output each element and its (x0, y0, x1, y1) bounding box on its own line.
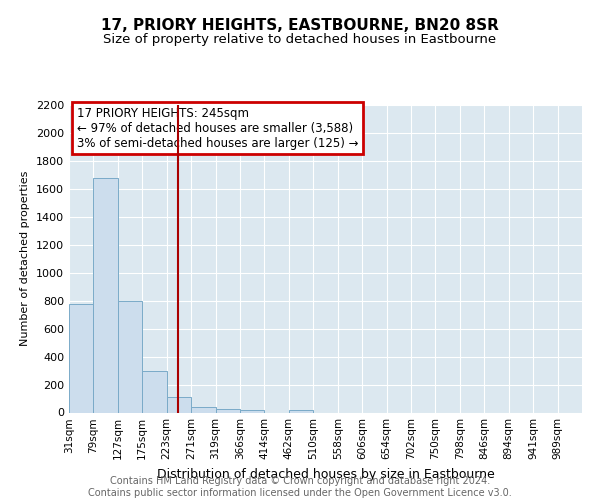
Bar (142, 370, 167, 412)
Y-axis label: Number of detached properties: Number of detached properties (20, 171, 31, 346)
Text: Contains public sector information licensed under the Open Government Licence v3: Contains public sector information licen… (88, 488, 512, 498)
Bar (191, 407, 215, 412)
Bar (118, 300, 142, 412)
Bar (289, 410, 313, 412)
Text: Size of property relative to detached houses in Eastbourne: Size of property relative to detached ho… (103, 32, 497, 46)
Text: 17, PRIORY HEIGHTS, EASTBOURNE, BN20 8SR: 17, PRIORY HEIGHTS, EASTBOURNE, BN20 8SR (101, 18, 499, 32)
Bar (69, 304, 94, 412)
Bar (215, 409, 240, 412)
X-axis label: Distribution of detached houses by size in Eastbourne: Distribution of detached houses by size … (157, 468, 494, 481)
Bar (167, 397, 191, 412)
Bar (240, 410, 265, 412)
Text: 17 PRIORY HEIGHTS: 245sqm
← 97% of detached houses are smaller (3,588)
3% of sem: 17 PRIORY HEIGHTS: 245sqm ← 97% of detac… (77, 106, 358, 150)
Bar (94, 178, 118, 412)
Text: Contains HM Land Registry data © Crown copyright and database right 2024.: Contains HM Land Registry data © Crown c… (110, 476, 490, 486)
